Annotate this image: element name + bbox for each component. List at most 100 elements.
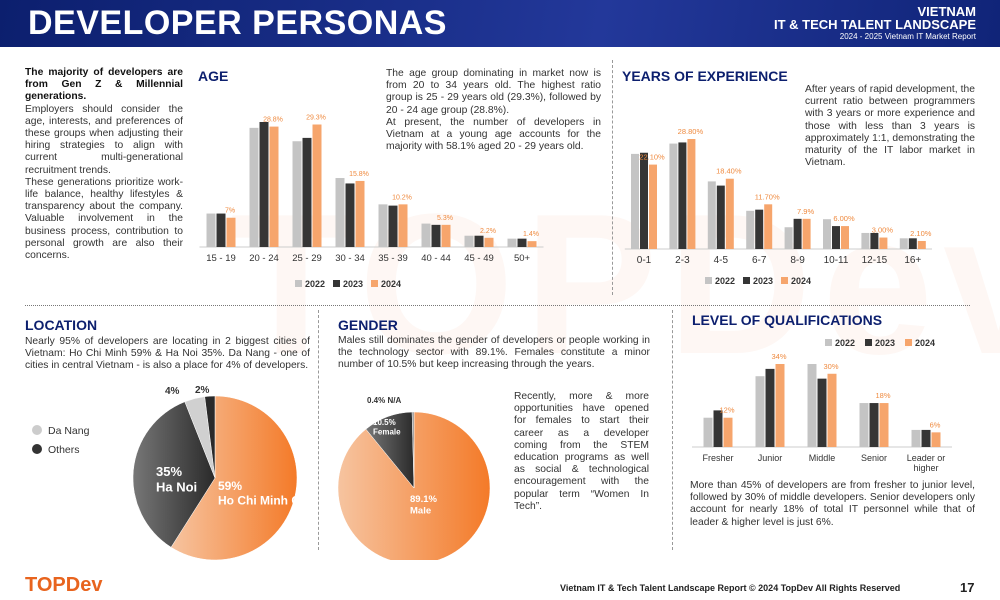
tick-label: 30 - 34 bbox=[335, 253, 365, 264]
legend-label: 2023 bbox=[753, 276, 773, 286]
tick-label: 0-1 bbox=[637, 255, 652, 266]
tick-label: 45 - 49 bbox=[464, 253, 494, 264]
pie-slice-male bbox=[337, 411, 491, 560]
gender-pie-chart: 89.1% Male 10.5% Female 0.4% N/A bbox=[337, 396, 491, 560]
footer-text: Vietnam IT & Tech Talent Landscape Repor… bbox=[560, 583, 901, 593]
tick-label: 15 - 19 bbox=[206, 253, 236, 264]
tick-label: 20 - 24 bbox=[249, 253, 279, 264]
page-title: DEVELOPER PERSONAS bbox=[28, 4, 447, 42]
location-pie-chart: 59% Ho Chi Minh City 35% Ha Noi 4% 2% bbox=[132, 385, 305, 560]
bar-2024 bbox=[649, 164, 657, 249]
bar-2022 bbox=[823, 219, 831, 249]
bar-2024 bbox=[931, 432, 941, 447]
tick-label: Leader or bbox=[907, 453, 946, 463]
bar-2023 bbox=[388, 205, 398, 247]
bar-2024 bbox=[879, 403, 889, 447]
data-label: 12% bbox=[719, 406, 734, 415]
gender-title: GENDER bbox=[338, 317, 398, 333]
bar-2023 bbox=[640, 152, 648, 249]
bar-2023 bbox=[817, 378, 827, 447]
data-label: 2.10% bbox=[910, 229, 932, 238]
bar-2023 bbox=[765, 368, 775, 447]
legend-swatch bbox=[705, 277, 712, 284]
bar-2024 bbox=[802, 218, 811, 249]
bar-2023 bbox=[517, 238, 527, 247]
bar-2023 bbox=[474, 235, 484, 247]
experience-bar-chart: 22.10% 0-1 28.80% 2-3 18.40% 4-5 11.70% 6-7 7.9%… bbox=[624, 127, 932, 286]
qualifications-bar-chart: 12% Fresher 34% Junior 30% Middle 18% Senior 6% L… bbox=[692, 338, 952, 473]
legend-swatch bbox=[781, 277, 788, 284]
topdev-logo: TOPDev bbox=[25, 574, 103, 596]
legend-label: 2024 bbox=[915, 338, 935, 348]
data-label: 30% bbox=[823, 362, 838, 371]
data-label: 29.3% bbox=[306, 115, 326, 122]
bar-2022 bbox=[631, 153, 639, 249]
legend-swatch bbox=[371, 280, 378, 287]
legend-swatch bbox=[905, 339, 912, 346]
pie-slice-ha-noi bbox=[132, 401, 216, 548]
legend-swatch bbox=[743, 277, 750, 284]
header-banner bbox=[0, 0, 1000, 47]
legend-label: 2023 bbox=[343, 279, 363, 289]
bar-2024 bbox=[398, 204, 408, 247]
legend-label: 2023 bbox=[875, 338, 895, 348]
data-label: 2.2% bbox=[480, 228, 496, 235]
legend-swatch bbox=[295, 280, 302, 287]
bar-2022 bbox=[292, 141, 302, 247]
legend-label: 2022 bbox=[835, 338, 855, 348]
legend-da-nang: Da Nang bbox=[32, 422, 89, 441]
data-label: 3.00% bbox=[872, 226, 894, 235]
bar-2023 bbox=[678, 142, 687, 249]
legend-label: Da Nang bbox=[48, 425, 90, 437]
bar-2024 bbox=[226, 217, 236, 247]
bar-2023 bbox=[431, 224, 441, 247]
intro-body-1: Employers should consider the age, inter… bbox=[25, 103, 183, 176]
bar-2024 bbox=[687, 139, 696, 249]
gender-desc: Males still dominates the gender of deve… bbox=[338, 335, 650, 371]
bar-2022 bbox=[746, 210, 755, 249]
intro-heading: The majority of developers are from Gen … bbox=[25, 67, 183, 103]
tick-label: 6-7 bbox=[752, 255, 767, 266]
legend-label: 2024 bbox=[381, 279, 401, 289]
bar-2022 bbox=[807, 364, 817, 447]
bar-2023 bbox=[832, 226, 840, 249]
bar-2022 bbox=[859, 403, 869, 447]
data-label: 1.4% bbox=[523, 231, 539, 238]
bar-2023 bbox=[908, 238, 917, 249]
location-legend: Da Nang Others bbox=[32, 422, 89, 460]
bar-2022 bbox=[507, 238, 517, 247]
bar-2024 bbox=[723, 417, 733, 447]
age-desc-2: At present, the number of developers in … bbox=[386, 116, 601, 153]
bar-2023 bbox=[216, 213, 226, 247]
data-label: 7.9% bbox=[797, 207, 814, 216]
bar-2024 bbox=[725, 178, 734, 249]
tick-label: 35 - 39 bbox=[378, 253, 408, 264]
experience-title: YEARS OF EXPERIENCE bbox=[622, 68, 788, 84]
pie-slice-ho-chi-minh-city bbox=[170, 395, 298, 560]
pie-slice-others bbox=[204, 395, 216, 479]
data-label: 22.10% bbox=[639, 153, 665, 162]
bar-2024 bbox=[484, 237, 494, 247]
tick-label: 2-3 bbox=[675, 255, 690, 266]
slice-label: 0.4% N/A bbox=[367, 396, 401, 405]
tick-label: 25 - 29 bbox=[292, 253, 322, 264]
data-label: 10.2% bbox=[392, 194, 412, 201]
intro-text: The majority of developers are from Gen … bbox=[25, 67, 183, 262]
bar-2023 bbox=[793, 218, 802, 249]
bar-2022 bbox=[464, 235, 474, 247]
bar-2024 bbox=[441, 224, 451, 247]
divider bbox=[612, 60, 613, 295]
age-desc-1: The age group dominating in market now i… bbox=[386, 68, 601, 116]
bar-2022 bbox=[249, 127, 259, 247]
bar-2022 bbox=[899, 238, 908, 249]
data-label: 34% bbox=[771, 352, 786, 361]
bar-2022 bbox=[755, 376, 765, 447]
report-brand: VIETNAM IT & TECH TALENT LANDSCAPE 2024 … bbox=[774, 5, 976, 41]
slice-label: 35% Ha Noi bbox=[156, 464, 197, 495]
bar-2022 bbox=[335, 178, 345, 247]
slice-label: 2% bbox=[195, 385, 210, 396]
qualifications-title: LEVEL OF QUALIFICATIONS bbox=[692, 312, 883, 328]
tick-label: 50+ bbox=[514, 253, 531, 264]
legend-label: 2022 bbox=[715, 276, 735, 286]
data-label: 6.00% bbox=[833, 214, 855, 223]
